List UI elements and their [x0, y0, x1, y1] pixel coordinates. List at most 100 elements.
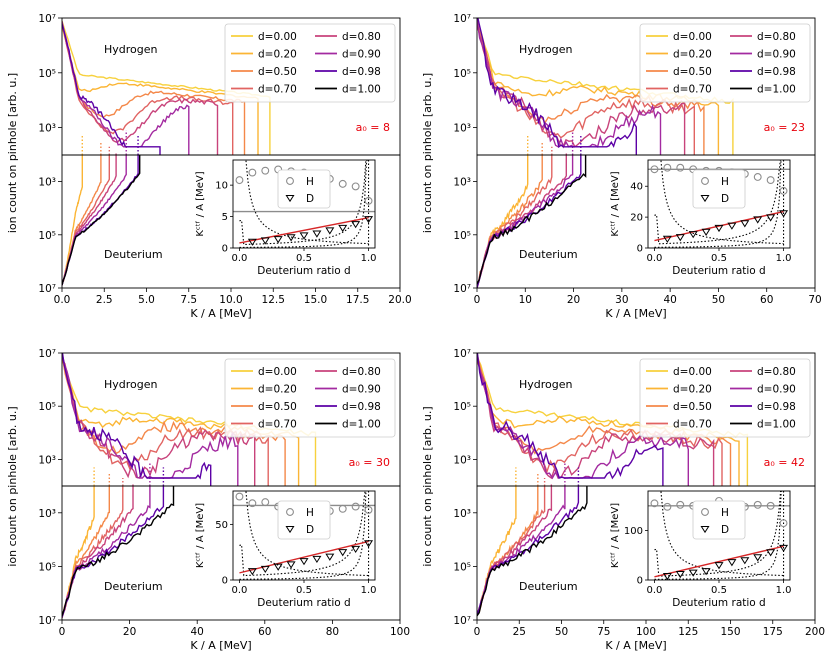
bottom-axes-frame	[61, 485, 401, 621]
H-marker	[753, 173, 762, 181]
D-marker	[766, 214, 776, 222]
xtick-label: 50	[712, 294, 725, 306]
ytick-label-bottom: 10⁵	[38, 561, 56, 573]
deuterium-spectra	[477, 486, 588, 617]
deuterium-spectra	[62, 155, 141, 286]
model-curve-1	[654, 491, 782, 577]
D-marker	[325, 553, 335, 561]
inset-legend-H-label: H	[306, 507, 314, 519]
legend-label: d=0.80	[757, 366, 796, 378]
H-marker	[261, 498, 270, 507]
legend-label: d=0.20	[258, 384, 297, 396]
hydrogen-label: Hydrogen	[104, 43, 158, 56]
hydrogen-curve-d=0.80	[62, 23, 219, 155]
ytick-label-top: 10⁵	[38, 401, 56, 413]
model-curve-3	[245, 160, 369, 245]
legend-label: d=1.00	[342, 84, 381, 96]
model-curve-2	[654, 491, 782, 580]
inset-plot-area	[648, 491, 790, 580]
inset-legend-H-marker	[701, 508, 709, 516]
inset-ytick-label: 0	[637, 576, 643, 587]
x-axis-label: K / A [MeV]	[605, 307, 666, 320]
D-marker	[779, 210, 789, 218]
y-axis-label: ion count on pinhole [arb. u.]	[421, 406, 434, 566]
xtick-label: 175	[763, 626, 783, 638]
H-marker	[753, 500, 762, 509]
D-marker	[351, 221, 361, 229]
inset-xtick-label: 0.0	[647, 585, 663, 596]
H-marker	[650, 499, 659, 508]
legend-box	[224, 358, 396, 438]
hydrogen-label: Hydrogen	[519, 43, 573, 56]
deuterium-curve-d=0.98	[477, 486, 580, 616]
legend-label: d=0.98	[757, 401, 796, 413]
ytick-label-bottom: 10⁷	[453, 615, 471, 627]
model-curve-1	[654, 160, 781, 245]
xtick-label: 50	[555, 626, 568, 638]
D-marker	[312, 230, 322, 238]
inset-ytick-label: 50	[215, 520, 228, 531]
deuterium-spectra	[62, 486, 175, 619]
inset-y-label: Kᶜᵗᶠ / A [MeV]	[610, 171, 621, 236]
inset-ytick-label: 10	[215, 181, 228, 192]
deuterium-curve-d=0.70	[477, 155, 553, 288]
inset-xtick-label: 0.0	[647, 253, 663, 264]
hydrogen-curve-d=0.80	[477, 357, 715, 486]
legend: d=0.00 d=0.20 d=0.50 d=0.70 d=0.80 d=0.90 d=0.…	[224, 358, 396, 438]
bottom-axes-frame	[476, 154, 816, 289]
model-curve-3	[660, 491, 784, 577]
hydrogen-curve-d=0.98	[477, 18, 637, 155]
H-marker	[779, 186, 788, 195]
D-marker	[338, 549, 348, 557]
deuterium-label: Deuterium	[519, 580, 578, 593]
deuterium-label: Deuterium	[519, 248, 578, 261]
ytick-label-bottom: 10⁷	[38, 283, 56, 295]
hydrogen-curve-d=0.80	[477, 21, 686, 155]
legend-box	[224, 23, 396, 103]
D-marker	[675, 571, 685, 579]
deuterium-curve-d=0.50	[477, 486, 539, 616]
D-fit-line	[239, 216, 369, 244]
H-marker	[248, 168, 257, 177]
legend-label: d=0.70	[673, 84, 712, 96]
inset-legend-box	[692, 500, 746, 540]
D-marker	[714, 562, 724, 570]
legend-label: d=0.98	[342, 401, 381, 413]
inset-legend-H-marker	[701, 177, 709, 185]
D-fit-line	[654, 210, 784, 242]
ytick-label-bottom: 10³	[453, 177, 471, 189]
xtick-label: 20.0	[388, 294, 411, 306]
model-curve-2	[239, 491, 367, 580]
inset-ytick-label: 40	[630, 182, 643, 193]
D-marker	[727, 222, 737, 230]
D-marker	[364, 216, 374, 224]
D-marker	[701, 568, 711, 576]
D-marker	[714, 224, 724, 233]
hydrogen-spectra	[477, 18, 734, 155]
legend: d=0.00 d=0.20 d=0.50 d=0.70 d=0.80 d=0.90 d=0.…	[224, 23, 396, 103]
x-axis-label: K / A [MeV]	[190, 639, 251, 652]
D-marker	[247, 568, 257, 576]
D-fit-line	[239, 540, 369, 574]
legend-label: d=1.00	[757, 84, 796, 96]
a0-label: a₀ = 42	[764, 456, 805, 469]
inset-legend-D-marker	[700, 526, 710, 534]
inset-legend-box	[277, 500, 331, 540]
legend-label: d=0.90	[757, 49, 796, 61]
xtick-label: 60	[760, 294, 773, 306]
xtick-label: 0	[59, 626, 66, 638]
inset-ytick-label: 0	[222, 244, 228, 255]
inset-ytick-label: 100	[624, 526, 643, 537]
inset-xtick-label: 0.5	[711, 585, 727, 596]
legend-label: d=0.50	[673, 66, 712, 78]
D-marker	[247, 238, 257, 246]
deuterium-label: Deuterium	[104, 580, 163, 593]
D-fit-line	[654, 545, 784, 578]
ytick-label-bottom: 10⁷	[453, 283, 471, 295]
xtick-label: 20	[567, 294, 580, 306]
ytick-label-bottom: 10⁵	[453, 230, 471, 242]
legend-label: d=0.00	[258, 31, 297, 43]
